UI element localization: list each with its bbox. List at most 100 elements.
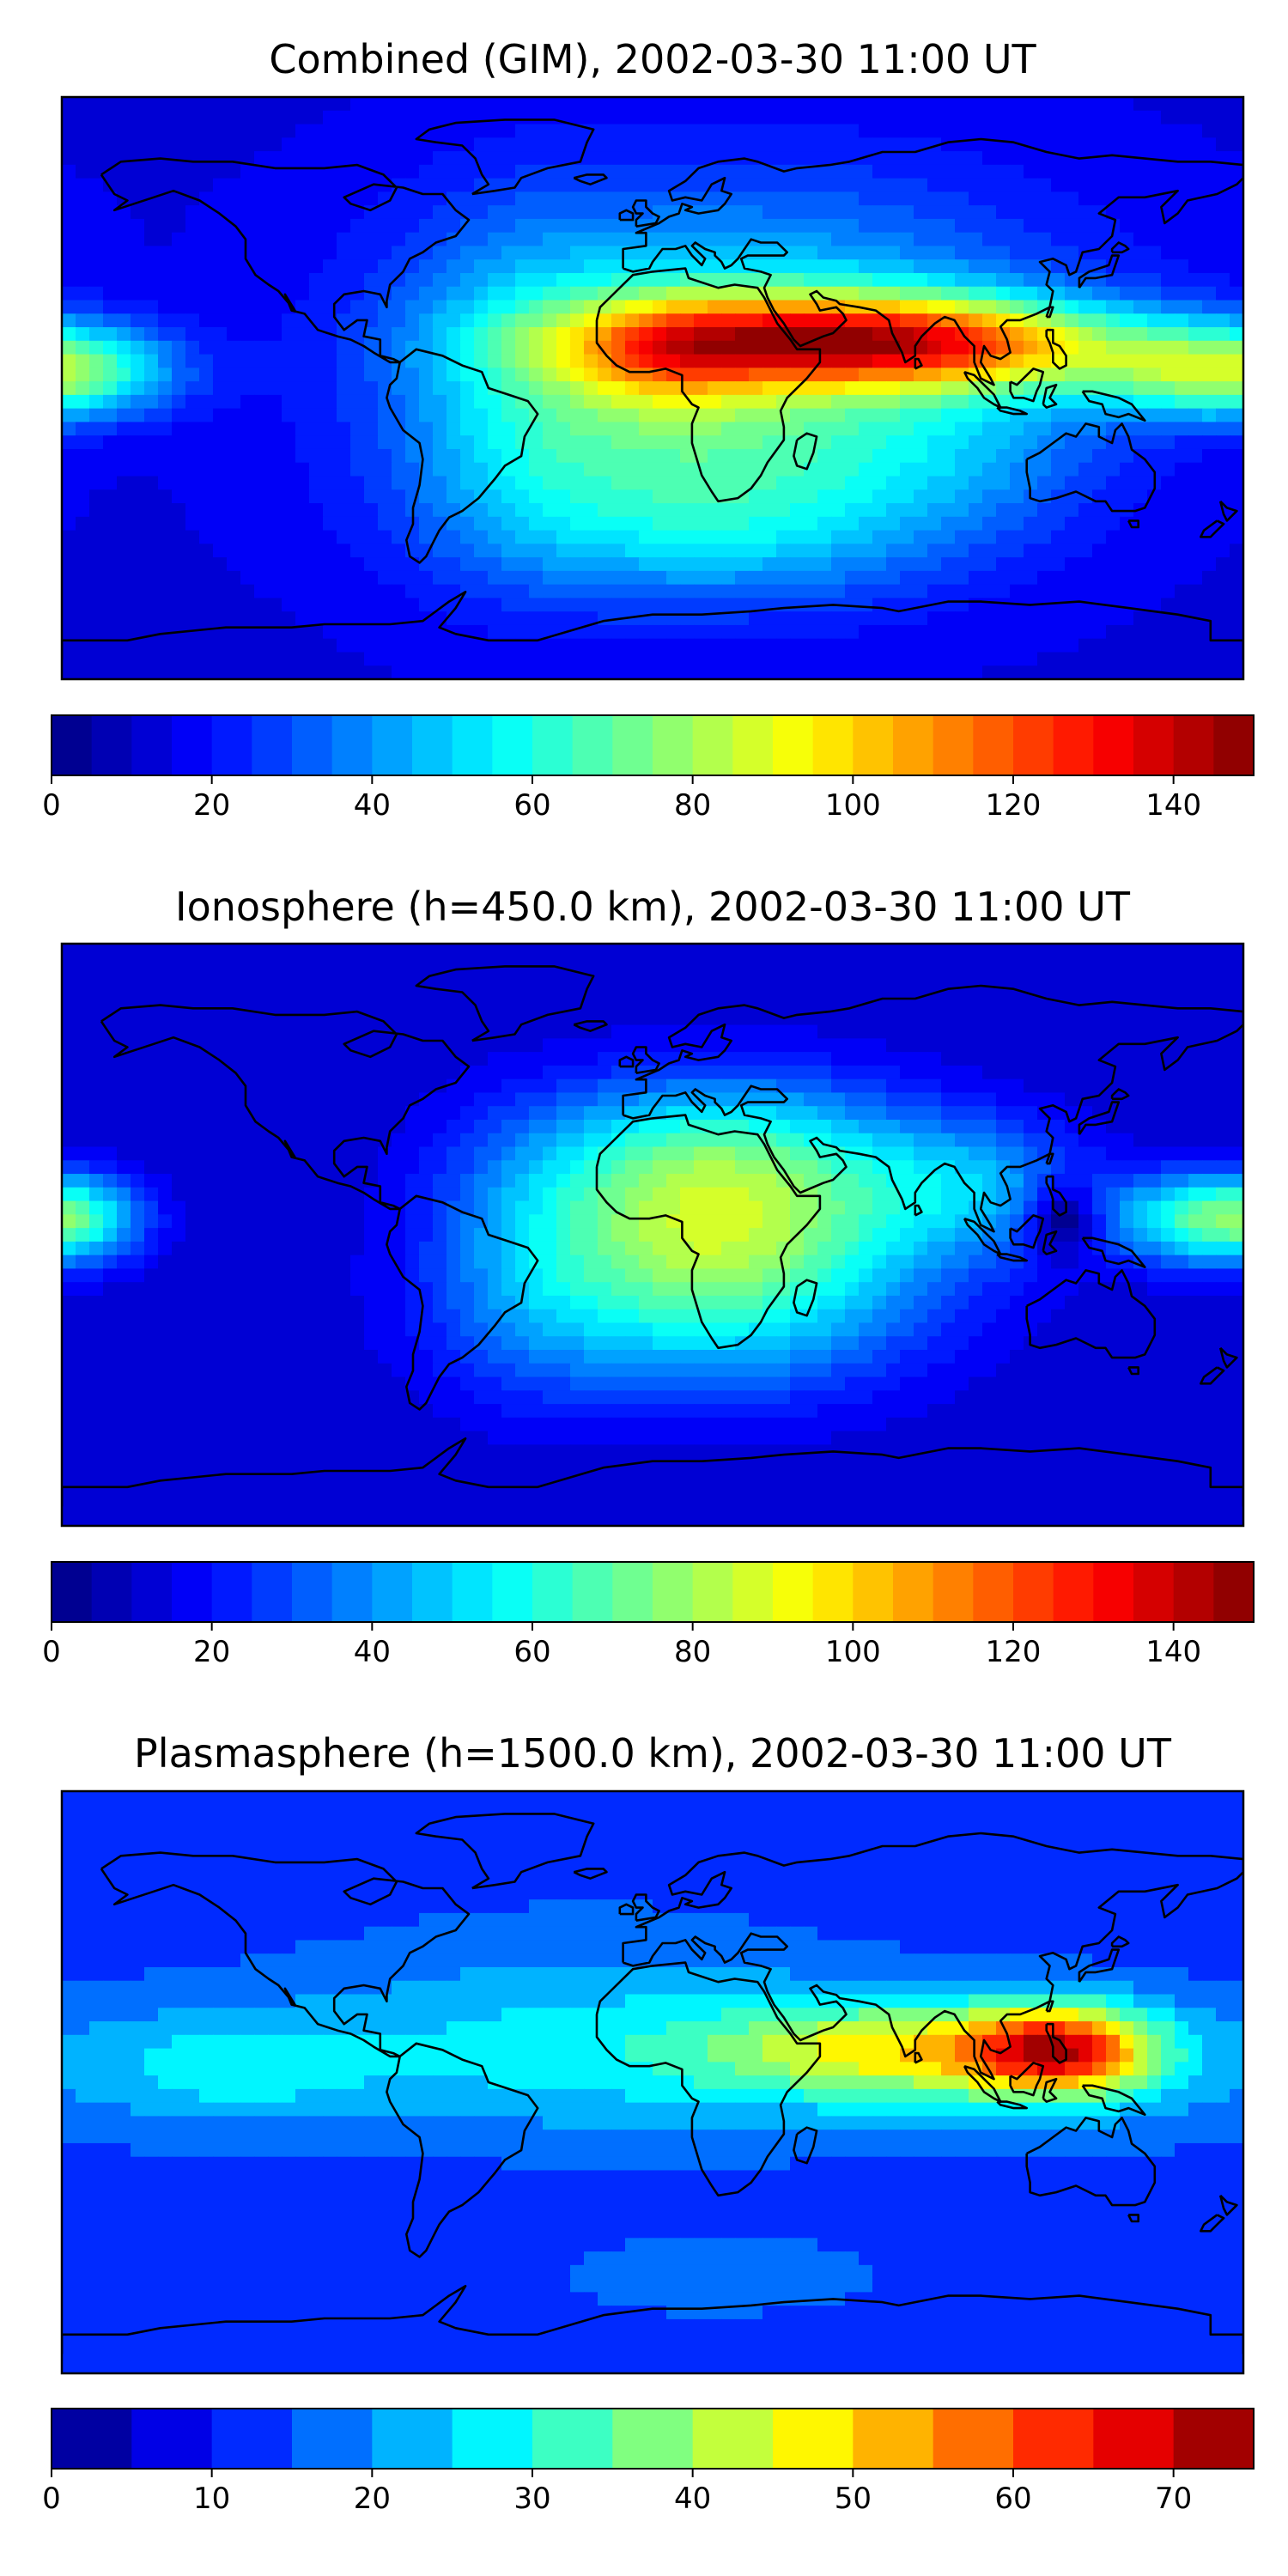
heat-cell bbox=[1065, 394, 1079, 410]
heat-cell bbox=[350, 205, 365, 220]
heat-cell bbox=[1078, 516, 1093, 532]
heat-cell bbox=[941, 408, 956, 423]
heat-cell bbox=[1161, 124, 1176, 138]
heat-cell bbox=[488, 544, 502, 558]
heat-cell bbox=[982, 151, 997, 166]
heat-cell bbox=[694, 957, 708, 972]
heat-cell bbox=[680, 530, 695, 544]
heat-cell bbox=[1175, 259, 1189, 274]
heat-cell bbox=[323, 1092, 337, 1107]
heat-cell bbox=[625, 151, 640, 166]
heat-cell bbox=[515, 1119, 530, 1134]
heat-cell bbox=[460, 340, 475, 355]
heat-cell bbox=[1024, 246, 1038, 260]
heat-cell bbox=[708, 137, 722, 152]
heat-cell bbox=[62, 354, 76, 368]
heat-cell bbox=[364, 191, 379, 206]
heat-cell bbox=[1024, 1106, 1038, 1121]
heat-cell bbox=[117, 178, 131, 192]
heat-cell bbox=[501, 557, 516, 572]
heat-cell bbox=[1202, 110, 1217, 125]
heat-cell bbox=[817, 1024, 832, 1039]
heat-cell bbox=[501, 110, 516, 125]
heat-cell bbox=[1092, 272, 1107, 288]
heat-cell bbox=[103, 665, 118, 679]
heat-cell bbox=[1037, 611, 1052, 626]
heat-cell bbox=[556, 246, 571, 260]
heat-cell bbox=[323, 638, 337, 653]
heat-cell bbox=[598, 1038, 612, 1053]
heat-cell bbox=[639, 984, 653, 999]
heat-cell bbox=[982, 944, 997, 958]
heat-cell bbox=[378, 1078, 392, 1094]
heat-cell bbox=[543, 489, 557, 504]
heat-cell bbox=[1175, 313, 1189, 328]
heat-cell bbox=[1216, 191, 1230, 206]
heat-cell bbox=[762, 1092, 777, 1107]
heat-cell bbox=[721, 97, 736, 112]
heat-cell bbox=[1133, 300, 1148, 314]
heat-cell bbox=[1147, 611, 1162, 626]
heat-cell bbox=[817, 408, 832, 423]
heat-cell bbox=[392, 1038, 406, 1053]
heat-cell bbox=[969, 435, 983, 450]
heat-cell bbox=[295, 1011, 310, 1026]
heat-cell bbox=[900, 1065, 914, 1080]
heat-cell bbox=[323, 110, 337, 125]
heat-cell bbox=[1230, 286, 1243, 301]
heat-cell bbox=[543, 232, 557, 247]
heat-cell bbox=[556, 557, 571, 572]
heat-cell bbox=[996, 272, 1011, 288]
heat-cell bbox=[749, 665, 763, 679]
heat-cell bbox=[76, 944, 90, 958]
heat-cell bbox=[460, 998, 475, 1012]
heat-cell bbox=[350, 232, 365, 247]
heat-cell bbox=[776, 652, 791, 666]
heat-cell bbox=[117, 557, 131, 572]
heat-cell bbox=[927, 1092, 942, 1107]
heat-cell bbox=[1175, 218, 1189, 234]
heat-cell bbox=[1230, 944, 1243, 958]
heat-cell bbox=[1078, 984, 1093, 999]
heat-cell bbox=[144, 1024, 159, 1039]
heat-cell bbox=[405, 1011, 420, 1026]
heat-cell bbox=[172, 1078, 186, 1094]
heat-cell bbox=[831, 957, 846, 972]
heat-cell bbox=[584, 327, 598, 342]
heat-cell bbox=[872, 97, 887, 112]
heat-cell bbox=[831, 232, 846, 247]
heat-cell bbox=[1216, 448, 1230, 464]
heat-cell bbox=[76, 503, 90, 518]
heat-cell bbox=[749, 408, 763, 423]
heat-cell bbox=[790, 448, 805, 464]
heat-cell bbox=[172, 944, 186, 958]
heat-cell bbox=[749, 652, 763, 666]
heat-cell bbox=[1092, 286, 1107, 301]
heat-cell bbox=[1133, 970, 1148, 985]
heat-cell bbox=[501, 1038, 516, 1053]
heat-cell bbox=[62, 1106, 76, 1121]
heat-cell bbox=[1120, 611, 1134, 626]
heat-cell bbox=[1037, 178, 1052, 192]
heat-cell bbox=[996, 1038, 1011, 1053]
heat-cell bbox=[982, 272, 997, 288]
heat-cell bbox=[721, 300, 736, 314]
heat-cell bbox=[515, 611, 530, 626]
heat-cell bbox=[1010, 354, 1024, 368]
heat-cell bbox=[625, 300, 640, 314]
heat-cell bbox=[117, 327, 131, 342]
heat-cell bbox=[1161, 286, 1176, 301]
heat-cell bbox=[158, 584, 173, 598]
heat-cell bbox=[529, 1106, 544, 1121]
heat-cell bbox=[158, 137, 173, 152]
heat-cell bbox=[172, 1092, 186, 1107]
heat-cell bbox=[1230, 611, 1243, 626]
heat-cell bbox=[62, 530, 76, 544]
heat-cell bbox=[323, 652, 337, 666]
heat-cell bbox=[268, 570, 283, 586]
heat-cell bbox=[543, 151, 557, 166]
heat-cell bbox=[117, 503, 131, 518]
heat-cell bbox=[488, 1078, 502, 1094]
heat-cell bbox=[227, 286, 241, 301]
